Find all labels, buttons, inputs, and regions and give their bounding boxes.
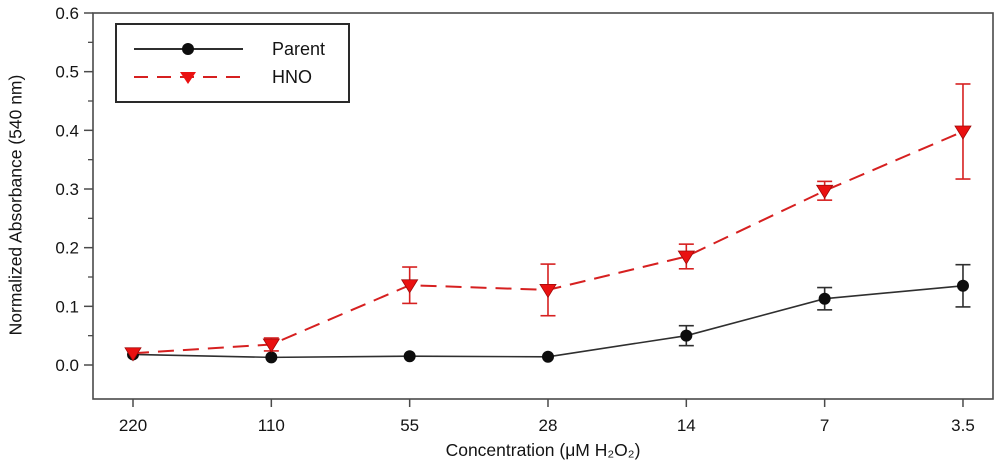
- x-axis-tick-label: 110: [258, 416, 285, 435]
- y-axis-label: Normalized Absorbance (540 nm): [5, 74, 26, 336]
- legend-row-hno: HNO: [132, 67, 348, 87]
- hno-marker: [539, 284, 557, 299]
- parent-marker: [818, 292, 831, 305]
- x-axis-tick-label: 220: [119, 416, 147, 435]
- y-axis-tick-label: 0.0: [55, 356, 79, 375]
- x-axis-tick-label: 3.5: [951, 416, 975, 435]
- legend-label-parent: Parent: [272, 39, 326, 59]
- hno-marker: [400, 279, 419, 294]
- x-axis-tick-label: 55: [400, 416, 419, 435]
- parent-marker: [265, 351, 278, 364]
- x-axis-label: Concentration (μM H₂O₂): [445, 440, 641, 460]
- legend: Parent HNO: [115, 23, 350, 103]
- x-axis-tick-label: 28: [539, 416, 558, 435]
- parent-marker: [541, 350, 554, 363]
- hno-marker: [677, 250, 696, 265]
- parent-marker: [680, 329, 693, 342]
- y-axis-tick-label: 0.5: [55, 63, 79, 82]
- x-axis-tick-label: 7: [820, 416, 829, 435]
- y-axis-tick-label: 0.3: [55, 180, 79, 199]
- parent-marker: [403, 350, 416, 363]
- hno-series-line: [132, 130, 964, 355]
- legend-row-parent: Parent: [132, 39, 348, 59]
- x-axis-tick-label: 14: [677, 416, 696, 435]
- hno-marker: [124, 347, 142, 362]
- hno-marker: [815, 184, 834, 200]
- plot-frame: [92, 12, 994, 400]
- y-axis-tick-label: 0.6: [55, 4, 79, 23]
- parent-marker: [956, 279, 969, 292]
- y-axis-tick-label: 0.1: [55, 297, 79, 316]
- y-axis-tick-label: 0.4: [55, 121, 79, 140]
- legend-label-hno: HNO: [272, 67, 312, 87]
- parent-line-sample-icon: [134, 43, 243, 55]
- hno-dashed-line-sample-icon: [134, 72, 243, 84]
- hno-marker: [262, 338, 281, 353]
- hno-marker: [954, 125, 972, 140]
- y-axis-tick-label: 0.2: [55, 239, 79, 258]
